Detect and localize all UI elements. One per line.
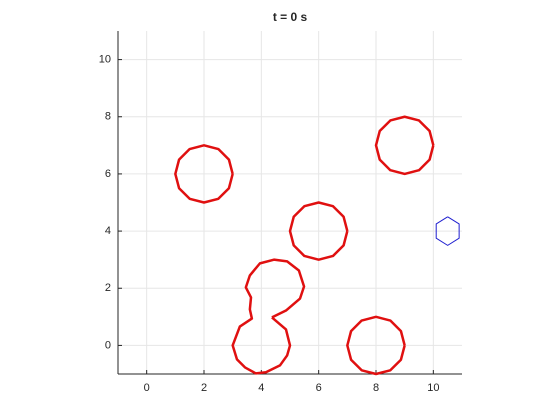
chart-title: t = 0 s [273, 10, 308, 24]
shape-outline [435, 216, 460, 246]
shape-outline [346, 315, 406, 376]
y-tick-label: 10 [99, 53, 111, 65]
x-tick-label: 0 [144, 382, 150, 394]
shape-outline [231, 258, 306, 375]
y-tick-label: 0 [105, 339, 111, 351]
y-tick-label: 2 [105, 282, 111, 294]
y-tick-label: 8 [105, 111, 111, 123]
x-tick-label: 8 [373, 382, 379, 394]
shape-outline [374, 115, 435, 176]
y-tick-label: 6 [105, 168, 111, 180]
y-tick-label: 4 [105, 225, 111, 237]
x-tick-label: 2 [201, 382, 207, 394]
shape-outline [174, 144, 234, 204]
x-tick-label: 4 [258, 382, 264, 394]
x-tick-label: 10 [427, 382, 439, 394]
shape-outline [288, 201, 349, 261]
x-tick-label: 6 [316, 382, 322, 394]
